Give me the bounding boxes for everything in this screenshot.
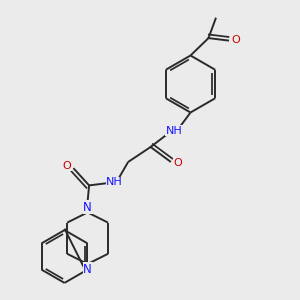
Text: N: N (83, 263, 92, 276)
Text: NH: NH (166, 125, 182, 136)
Text: O: O (173, 158, 182, 168)
Text: O: O (231, 34, 240, 45)
Text: N: N (83, 200, 92, 214)
Text: O: O (62, 161, 71, 171)
Text: NH: NH (106, 177, 123, 188)
